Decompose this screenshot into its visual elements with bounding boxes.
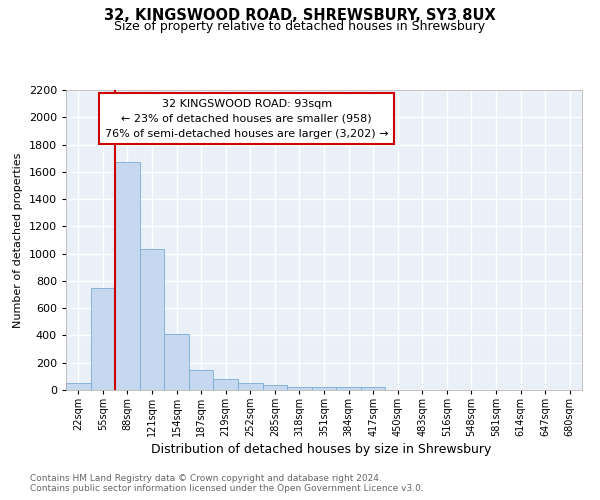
- Bar: [361, 388, 385, 390]
- Bar: [91, 288, 115, 390]
- Bar: [140, 249, 164, 390]
- Bar: [238, 384, 263, 390]
- Text: 32, KINGSWOOD ROAD, SHREWSBURY, SY3 8UX: 32, KINGSWOOD ROAD, SHREWSBURY, SY3 8UX: [104, 8, 496, 22]
- Bar: [312, 388, 336, 390]
- Bar: [263, 385, 287, 390]
- Bar: [164, 334, 189, 390]
- Bar: [287, 388, 312, 390]
- Text: 32 KINGSWOOD ROAD: 93sqm
← 23% of detached houses are smaller (958)
76% of semi-: 32 KINGSWOOD ROAD: 93sqm ← 23% of detach…: [105, 99, 388, 138]
- Bar: [336, 388, 361, 390]
- Text: Contains public sector information licensed under the Open Government Licence v3: Contains public sector information licen…: [30, 484, 424, 493]
- Bar: [66, 383, 91, 390]
- Text: Size of property relative to detached houses in Shrewsbury: Size of property relative to detached ho…: [115, 20, 485, 33]
- Text: Distribution of detached houses by size in Shrewsbury: Distribution of detached houses by size …: [151, 442, 491, 456]
- Bar: [115, 162, 140, 390]
- Y-axis label: Number of detached properties: Number of detached properties: [13, 152, 23, 328]
- Text: Contains HM Land Registry data © Crown copyright and database right 2024.: Contains HM Land Registry data © Crown c…: [30, 474, 382, 483]
- Bar: [214, 379, 238, 390]
- Bar: [189, 370, 214, 390]
